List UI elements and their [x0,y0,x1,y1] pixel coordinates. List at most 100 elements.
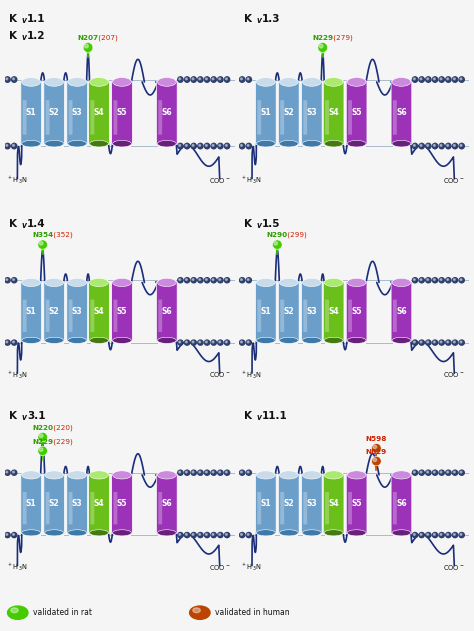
FancyBboxPatch shape [280,100,284,134]
Ellipse shape [392,471,411,479]
Text: S1: S1 [26,499,36,509]
Circle shape [372,456,381,466]
Circle shape [419,143,424,149]
Ellipse shape [112,338,131,343]
Circle shape [192,534,194,535]
Circle shape [373,445,377,449]
Circle shape [447,78,448,80]
Circle shape [412,470,418,475]
Circle shape [212,144,214,146]
Text: K: K [244,15,252,24]
FancyBboxPatch shape [393,100,397,134]
Circle shape [179,534,181,535]
Circle shape [184,533,190,538]
FancyBboxPatch shape [89,81,109,144]
Circle shape [218,278,223,283]
Text: S5: S5 [351,109,362,117]
Circle shape [440,341,442,343]
Circle shape [226,341,228,343]
Circle shape [11,340,17,345]
Ellipse shape [279,78,298,86]
Ellipse shape [256,471,275,479]
Circle shape [318,42,328,52]
Circle shape [447,279,448,281]
Text: COO$^-$: COO$^-$ [443,563,465,572]
Circle shape [413,534,415,535]
Circle shape [412,533,418,538]
Circle shape [191,77,196,82]
Text: validated in human: validated in human [215,608,289,617]
FancyBboxPatch shape [278,474,299,534]
Text: S4: S4 [94,307,104,316]
FancyBboxPatch shape [303,100,307,134]
FancyBboxPatch shape [278,281,299,341]
Ellipse shape [90,278,109,286]
Ellipse shape [324,530,343,536]
FancyBboxPatch shape [255,474,276,534]
FancyBboxPatch shape [113,492,118,524]
Circle shape [372,444,381,453]
FancyBboxPatch shape [280,300,284,332]
FancyBboxPatch shape [346,281,367,341]
Circle shape [419,340,424,345]
Circle shape [439,533,444,538]
Circle shape [178,340,183,345]
Circle shape [426,143,431,149]
FancyBboxPatch shape [255,81,276,144]
Circle shape [440,471,442,473]
FancyBboxPatch shape [112,81,132,144]
Circle shape [185,144,187,146]
Text: N629: N629 [366,449,387,455]
Circle shape [192,144,194,146]
FancyBboxPatch shape [257,300,261,332]
Circle shape [433,341,435,343]
Ellipse shape [68,278,87,286]
FancyBboxPatch shape [44,81,64,144]
Ellipse shape [256,530,275,536]
Circle shape [193,608,201,613]
Text: S6: S6 [396,499,407,509]
Circle shape [6,341,8,343]
Circle shape [192,279,194,281]
Ellipse shape [22,530,41,536]
Circle shape [38,240,47,249]
Ellipse shape [22,78,41,86]
Ellipse shape [256,278,275,286]
Circle shape [6,144,8,146]
Circle shape [413,471,415,473]
Ellipse shape [347,338,366,343]
FancyBboxPatch shape [391,281,412,341]
Text: (352): (352) [51,232,72,239]
FancyBboxPatch shape [89,474,109,534]
Ellipse shape [324,141,343,147]
Text: S4: S4 [328,499,339,509]
Circle shape [454,534,455,535]
Ellipse shape [45,530,64,536]
FancyBboxPatch shape [323,81,344,144]
Circle shape [240,471,242,473]
Text: S2: S2 [49,307,59,316]
FancyBboxPatch shape [393,492,397,524]
Circle shape [198,340,203,345]
Circle shape [419,470,424,475]
Circle shape [432,533,438,538]
Circle shape [459,533,465,538]
Ellipse shape [157,141,176,147]
Circle shape [446,278,451,283]
Circle shape [211,533,216,538]
Circle shape [39,242,43,245]
Ellipse shape [22,338,41,343]
Circle shape [412,77,418,82]
Circle shape [198,470,203,475]
Circle shape [427,144,428,146]
Circle shape [433,144,435,146]
Circle shape [452,340,458,345]
Circle shape [413,78,415,80]
Circle shape [413,279,415,281]
Circle shape [454,144,455,146]
Text: S4: S4 [328,109,339,117]
Circle shape [199,534,201,535]
Circle shape [178,470,183,475]
Circle shape [452,470,458,475]
Text: $^+$H$_3$N: $^+$H$_3$N [241,369,262,380]
